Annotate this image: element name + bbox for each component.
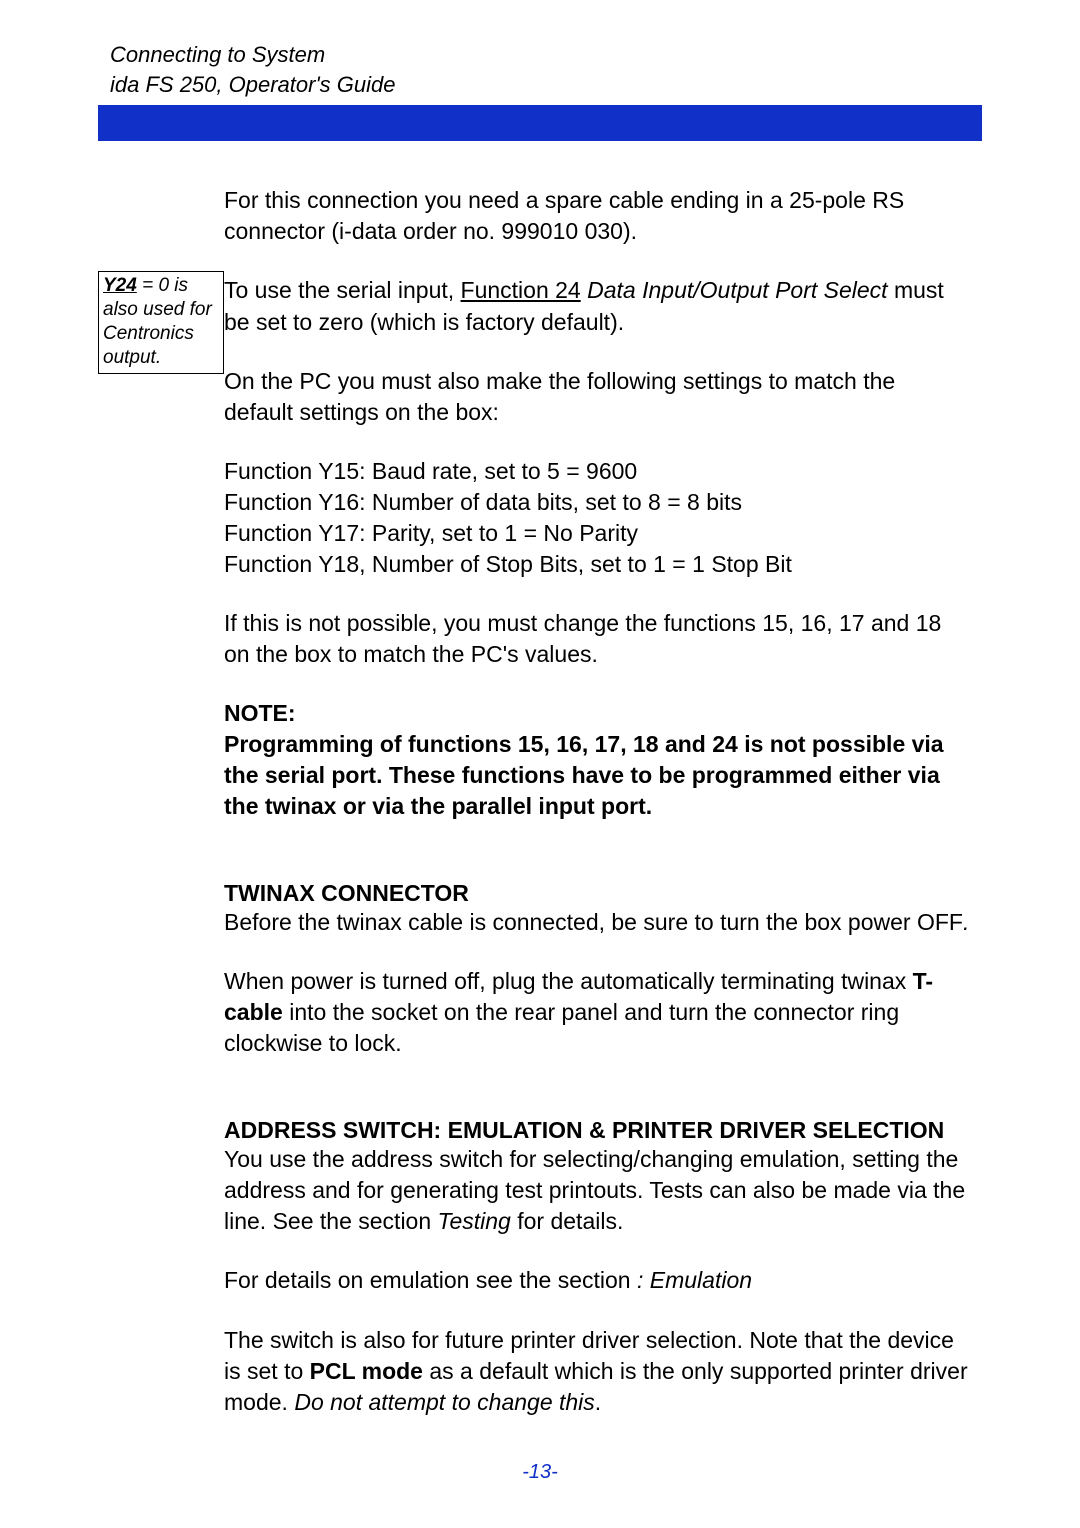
text-ital: Data Input/Output Port Select (587, 277, 887, 303)
address-p2: For details on emulation see the section… (224, 1265, 970, 1296)
address-p1: You use the address switch for selecting… (224, 1144, 970, 1237)
text-frag: into the socket on the rear panel and tu… (224, 999, 899, 1056)
spacer (224, 1087, 970, 1105)
header-line-2: ida FS 250, Operator's Guide (110, 70, 970, 100)
pcl-mode-bold: PCL mode (310, 1358, 423, 1384)
sidebar-y24: Y24 (103, 275, 137, 296)
func-line: Function Y18, Number of Stop Bits, set t… (224, 549, 970, 580)
function-settings-list: Function Y15: Baud rate, set to 5 = 9600… (224, 456, 970, 580)
text-frag: To use the serial input, (224, 277, 461, 303)
text-frag: When power is turned off, plug the autom… (224, 968, 913, 994)
text-frag: Before the twinax cable is connected, be… (224, 909, 963, 935)
address-p3: The switch is also for future printer dr… (224, 1325, 970, 1418)
page-number: -13- (0, 1461, 1080, 1484)
text-ital: Testing (438, 1208, 511, 1234)
text-frag: for details. (511, 1208, 624, 1234)
paragraph-intro: For this connection you need a spare cab… (224, 185, 970, 247)
paragraph-pc-settings: On the PC you must also make the followi… (224, 366, 970, 428)
note-heading: NOTE: (224, 698, 970, 729)
text-frag: For details on emulation see the section (224, 1267, 637, 1293)
note-body: Programming of functions 15, 16, 17, 18 … (224, 729, 970, 822)
text-ital: Do not attempt to change this (294, 1389, 594, 1415)
sidebar-callout: Y24 = 0 is also used for Centronics outp… (98, 271, 224, 374)
function-24-link: Function 24 (461, 277, 581, 303)
address-switch-heading: ADDRESS SWITCH: EMULATION & PRINTER DRIV… (224, 1117, 970, 1144)
note-block: NOTE: Programming of functions 15, 16, 1… (224, 698, 970, 822)
twinax-p2: When power is turned off, plug the autom… (224, 966, 970, 1059)
page-header: Connecting to System ida FS 250, Operato… (110, 40, 970, 99)
header-line-1: Connecting to System (110, 40, 970, 70)
twinax-heading: TWINAX CONNECTOR (224, 880, 970, 907)
spacer (224, 850, 970, 868)
func-line: Function Y15: Baud rate, set to 5 = 9600 (224, 456, 970, 487)
text-ital: : Emulation (637, 1267, 752, 1293)
text-frag: . (595, 1389, 601, 1415)
paragraph-serial-input: To use the serial input, Function 24 Dat… (224, 275, 970, 337)
func-line: Function Y17: Parity, set to 1 = No Pari… (224, 518, 970, 549)
func-line: Function Y16: Number of data bits, set t… (224, 487, 970, 518)
content-area: Y24 = 0 is also used for Centronics outp… (110, 185, 970, 1417)
page: Connecting to System ida FS 250, Operato… (0, 0, 1080, 1528)
twinax-p1: Before the twinax cable is connected, be… (224, 907, 970, 938)
header-divider-bar (98, 105, 982, 141)
paragraph-fallback: If this is not possible, you must change… (224, 608, 970, 670)
text-ital: . (963, 909, 969, 935)
